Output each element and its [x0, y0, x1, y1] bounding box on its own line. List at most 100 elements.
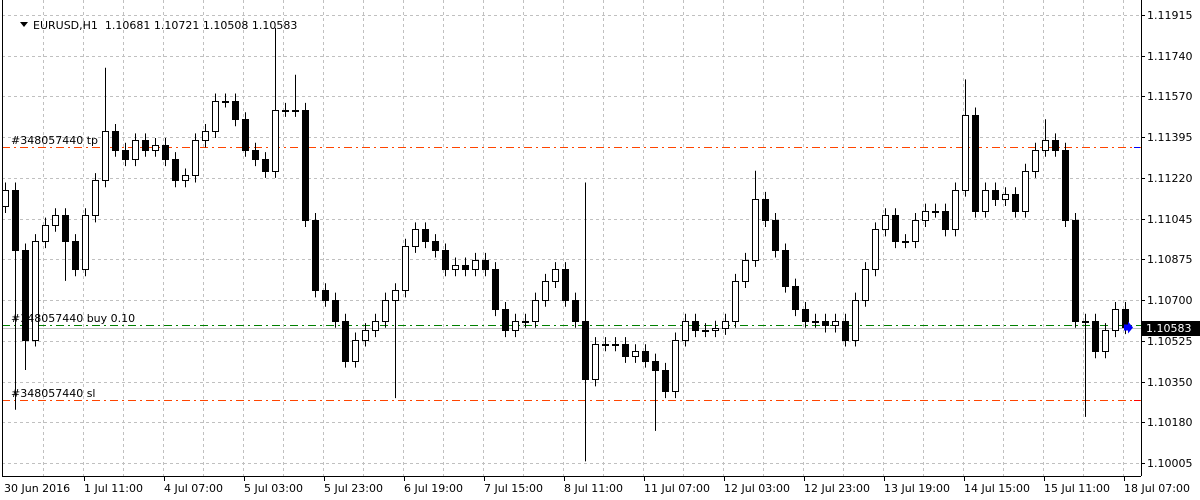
candle: [372, 313, 379, 338]
candle: [552, 262, 559, 288]
bear-candle-body: [1052, 140, 1059, 151]
chart-header: EURUSD,H1 1.10681 1.10721 1.10508 1.1058…: [6, 6, 297, 45]
grid: [2, 0, 1141, 476]
bear-candle-body: [262, 159, 269, 172]
candle: [852, 292, 859, 347]
bull-candle-body: [952, 190, 959, 230]
bear-candle-body: [582, 321, 589, 380]
bear-candle-body: [972, 115, 979, 212]
bear-candle-body: [482, 260, 489, 270]
bull-candle-body: [1102, 330, 1109, 352]
bear-candle-body: [12, 190, 19, 251]
candle: [522, 313, 529, 328]
candle: [492, 262, 499, 317]
candle: [162, 138, 169, 167]
candle: [72, 234, 79, 277]
bull-candle-body: [962, 115, 969, 191]
candle: [872, 222, 879, 277]
axes: [2, 0, 1145, 481]
bear-candle-body: [1062, 150, 1069, 221]
candle: [782, 243, 789, 293]
candle: [232, 93, 239, 127]
bear-candle-body: [772, 220, 779, 251]
current-price-label: 1.10583: [1142, 320, 1200, 336]
price-tick-label: 1.10525: [1147, 334, 1193, 348]
candle: [122, 142, 129, 167]
time-tick-label: 1 Jul 11:00: [84, 482, 143, 495]
candle: [2, 182, 9, 213]
bull-candle-body: [912, 220, 919, 242]
arrow-right-icon: [1124, 321, 1133, 334]
bull-candle-body: [632, 351, 639, 357]
candle: [342, 313, 349, 368]
bull-candle-body: [832, 321, 839, 326]
candle: [1082, 313, 1089, 417]
candle: [682, 313, 689, 347]
candle: [422, 222, 429, 249]
candle: [502, 302, 509, 338]
bull-candle-body: [272, 110, 279, 172]
candle: [722, 313, 729, 335]
time-tick-label: 30 Jun 2016: [4, 482, 71, 495]
bull-candle-body: [32, 241, 39, 341]
bear-candle-body: [322, 290, 329, 301]
bear-candle-body: [1012, 194, 1019, 212]
candles: [2, 27, 1129, 462]
candle: [182, 168, 189, 188]
candle: [322, 283, 329, 307]
time-tick-label: 5 Jul 03:00: [244, 482, 303, 495]
bull-candle-body: [182, 175, 189, 181]
candle: [862, 262, 869, 307]
bull-candle-body: [852, 300, 859, 341]
price-tick-label: 1.10700: [1147, 293, 1193, 307]
candle: [92, 173, 99, 223]
bull-candle-body: [392, 290, 399, 301]
candle: [472, 252, 479, 277]
candle: [1112, 302, 1119, 338]
bull-candle-body: [812, 321, 819, 323]
candle: [662, 362, 669, 399]
triangle-down-icon[interactable]: [20, 22, 28, 27]
bull-candle-body: [1082, 321, 1089, 323]
candle: [972, 107, 979, 218]
ohlc-values: 1.10681 1.10721 1.10508 1.10583: [104, 19, 298, 32]
bull-candle-body: [52, 215, 59, 226]
candle: [32, 234, 39, 347]
bull-candle-body: [732, 281, 739, 322]
bull-candle-body: [132, 140, 139, 160]
bear-candle-body: [432, 241, 439, 251]
candle: [772, 212, 779, 258]
candle: [252, 142, 259, 167]
bull-candle-body: [1112, 309, 1119, 331]
bear-candle-body: [122, 150, 129, 160]
time-tick-label: 7 Jul 15:00: [484, 482, 543, 495]
candle: [312, 212, 319, 298]
candle: [272, 27, 279, 178]
bear-candle-body: [622, 344, 629, 357]
candle: [22, 243, 29, 370]
bear-candle-body: [342, 321, 349, 362]
price-tick-label: 1.11570: [1147, 89, 1193, 103]
bull-candle-body: [602, 344, 609, 346]
bear-candle-body: [252, 150, 259, 160]
bull-candle-body: [1022, 171, 1029, 212]
bull-candle-body: [192, 140, 199, 176]
time-tick-label: 14 Jul 15:00: [964, 482, 1030, 495]
candle: [762, 191, 769, 228]
bear-candle-body: [462, 265, 469, 270]
bear-candle-body: [502, 309, 509, 331]
bear-candle-body: [162, 145, 169, 160]
candle: [962, 79, 969, 197]
candle: [442, 243, 449, 277]
candle: [532, 292, 539, 328]
bear-candle-body: [762, 199, 769, 221]
symbol-timeframe: EURUSD,H1: [33, 19, 98, 32]
bear-candle-body: [332, 300, 339, 322]
candle: [952, 182, 959, 237]
bull-candle-body: [2, 190, 9, 207]
candle: [642, 344, 649, 368]
candle: [562, 262, 569, 307]
bull-candle-body: [932, 211, 939, 213]
